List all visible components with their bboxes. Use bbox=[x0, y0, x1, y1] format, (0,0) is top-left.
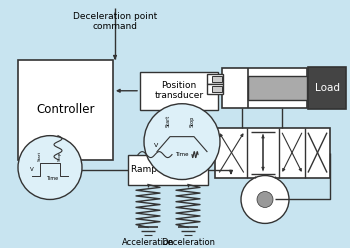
Bar bbox=[18, 60, 113, 159]
Text: V: V bbox=[154, 143, 158, 148]
Bar bbox=[207, 74, 223, 84]
Text: Ramp generator: Ramp generator bbox=[131, 165, 205, 174]
Bar bbox=[248, 76, 307, 100]
Text: Deceleration: Deceleration bbox=[161, 238, 215, 247]
Text: Stop: Stop bbox=[58, 151, 62, 161]
Bar bbox=[222, 68, 307, 108]
Text: Load: Load bbox=[315, 83, 340, 93]
Circle shape bbox=[144, 104, 220, 180]
Bar bbox=[207, 84, 223, 94]
Text: Deceleration point
command: Deceleration point command bbox=[73, 12, 157, 31]
Circle shape bbox=[241, 176, 289, 223]
Bar bbox=[212, 76, 222, 82]
Text: V: V bbox=[30, 167, 34, 172]
Text: Acceleration: Acceleration bbox=[122, 238, 174, 247]
Text: Time: Time bbox=[175, 152, 189, 156]
Text: Start: Start bbox=[166, 114, 171, 127]
Text: Start: Start bbox=[38, 151, 42, 161]
Text: Time: Time bbox=[46, 176, 58, 181]
Bar bbox=[212, 86, 222, 92]
Bar bbox=[140, 72, 218, 110]
Text: Controller: Controller bbox=[36, 103, 95, 116]
Circle shape bbox=[18, 136, 82, 199]
Text: Stop: Stop bbox=[190, 115, 195, 127]
Bar bbox=[308, 67, 346, 109]
Text: Position
transducer: Position transducer bbox=[154, 81, 204, 100]
Bar bbox=[128, 155, 208, 185]
Circle shape bbox=[257, 191, 273, 208]
Bar bbox=[215, 128, 330, 178]
